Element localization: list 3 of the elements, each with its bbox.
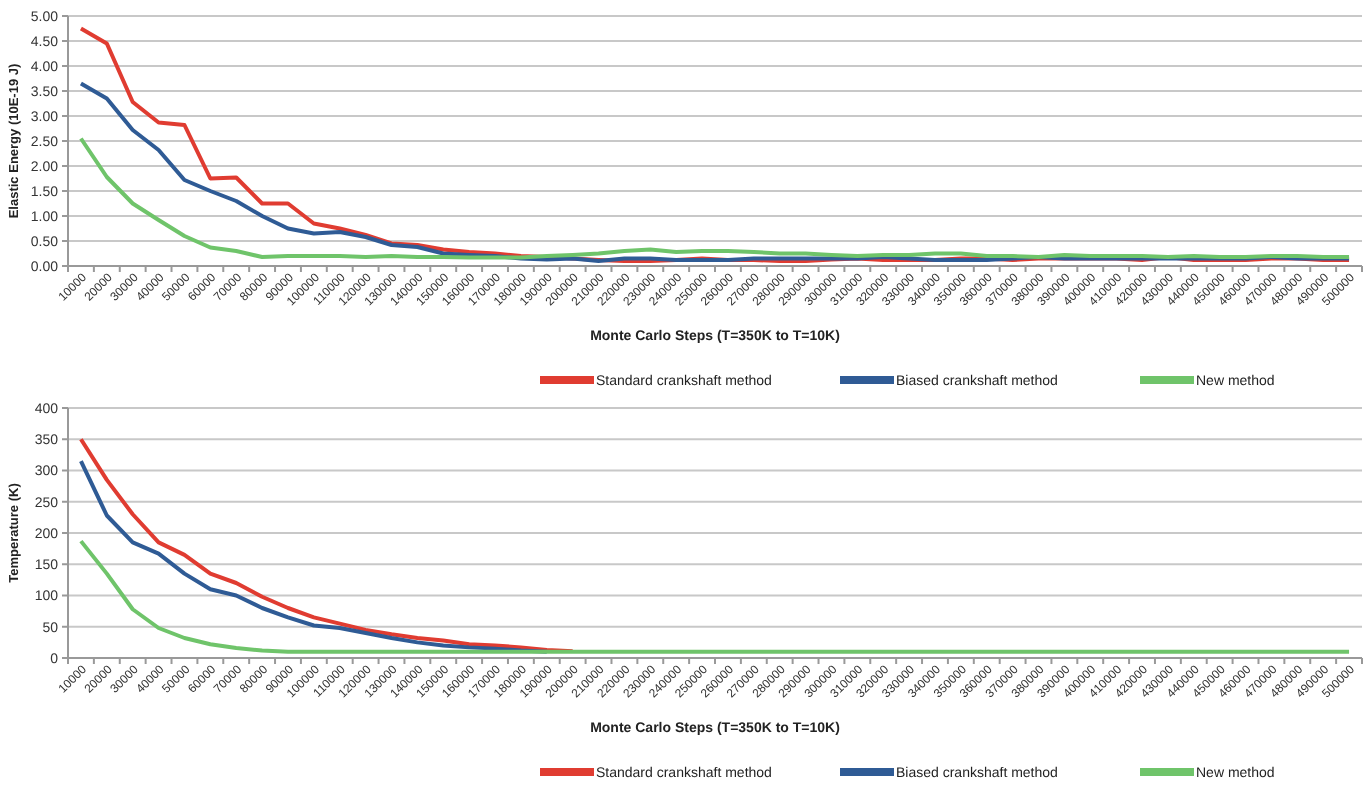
line-series (78, 539, 1352, 654)
line-series (78, 81, 1352, 263)
line-series (78, 136, 1352, 260)
